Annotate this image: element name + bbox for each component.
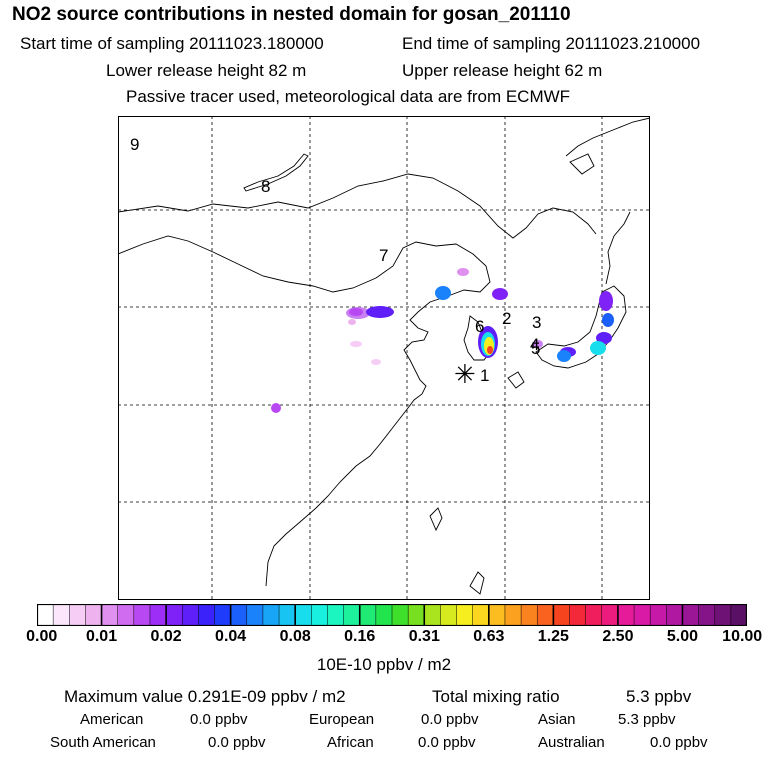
colorbar-swatch — [504, 604, 522, 626]
australian-label: Australian — [538, 734, 605, 751]
colorbar-swatch — [359, 604, 377, 626]
colorbar-swatch — [698, 604, 716, 626]
colorbar-swatch — [649, 604, 668, 626]
total-mixing-label: Total mixing ratio — [432, 687, 560, 706]
european-value: 0.0 ppbv — [421, 711, 479, 728]
colorbar-swatch — [424, 604, 442, 626]
colorbar-swatch — [181, 604, 200, 626]
colorbar-units: 10E-10 ppbv / m2 — [316, 655, 452, 674]
colorbar-swatch — [246, 604, 264, 626]
upper-release-label: Upper release height 62 m — [402, 61, 603, 80]
colorbar-swatch — [262, 604, 280, 626]
colorbar-swatch — [730, 604, 747, 626]
colorbar-swatch — [553, 604, 571, 626]
colorbar-swatch — [294, 604, 313, 626]
no2-plume-marks — [271, 268, 614, 413]
colorbar-swatch — [375, 604, 393, 626]
european-label: European — [309, 711, 375, 728]
australian-value: 0.0 ppbv — [650, 734, 708, 751]
colorbar-tick-label: 2.50 — [602, 628, 634, 645]
american-label: American — [80, 711, 144, 728]
colorbar-swatch — [165, 604, 183, 626]
colorbar-swatch — [391, 604, 409, 626]
max-value-label: Maximum value 0.291E-09 ppbv / m2 — [64, 687, 346, 706]
american-value: 0.0 ppbv — [190, 711, 248, 728]
colorbar-tick-label: 10.00 — [722, 628, 763, 645]
colorbar-swatch — [101, 604, 119, 626]
lower-release-label: Lower release height 82 m — [106, 61, 307, 80]
region-label: 7 — [379, 246, 388, 265]
colorbar-tick-label: 0.08 — [279, 628, 311, 645]
colorbar-swatch — [585, 604, 603, 626]
colorbar-swatch — [343, 604, 361, 626]
colorbar-swatch — [456, 604, 474, 626]
region-label: 8 — [261, 177, 270, 196]
colorbar-tick-label: 0.63 — [473, 628, 505, 645]
tracer-note: Passive tracer used, meteorological data… — [126, 87, 571, 106]
african-value: 0.0 ppbv — [418, 734, 476, 751]
colorbar-tick-label: 0.31 — [408, 628, 440, 645]
colorbar-tick-label: 0.01 — [85, 628, 118, 645]
total-mixing-value: 5.3 ppbv — [626, 687, 692, 706]
colorbar-tick-label: 1.25 — [537, 628, 569, 645]
colorbar-swatch — [520, 604, 538, 626]
colorbar-swatch — [682, 604, 700, 626]
asian-value: 5.3 ppbv — [618, 711, 676, 728]
colorbar-swatch — [536, 604, 555, 626]
colorbar-swatch — [633, 604, 651, 626]
colorbar-swatch — [69, 604, 87, 626]
region-labels: 9 8 7 6 2 3 4 5 1 ✳ — [130, 135, 541, 389]
colorbar-tick-label: 0.02 — [150, 628, 182, 645]
receptor-marker: ✳ — [454, 359, 476, 389]
colorbar-swatch — [278, 604, 296, 626]
colorbar-tick-label: 0.16 — [344, 628, 376, 645]
colorbar-swatch — [407, 604, 426, 626]
colorbar — [37, 604, 747, 626]
colorbar-swatch — [149, 604, 167, 626]
region-label: 3 — [532, 313, 541, 332]
colorbar-swatch — [488, 604, 506, 626]
colorbar-swatch — [617, 604, 635, 626]
colorbar-swatch — [601, 604, 619, 626]
region-label: 4 — [530, 335, 539, 354]
map-title: NO2 source contributions in nested domai… — [12, 4, 571, 25]
end-time-label: End time of sampling 20111023.210000 — [402, 34, 701, 53]
coastlines — [118, 117, 650, 595]
colorbar-swatch — [85, 604, 103, 626]
south-american-value: 0.0 ppbv — [208, 734, 266, 751]
colorbar-border — [37, 604, 747, 626]
colorbar-swatch — [440, 604, 458, 626]
colorbar-swatch — [569, 604, 587, 626]
region-label: 9 — [130, 135, 139, 154]
colorbar-swatch — [52, 604, 71, 626]
colorbar-tick-label: 5.00 — [666, 628, 699, 645]
colorbar-swatch — [117, 604, 135, 626]
start-time-label: Start time of sampling 20111023.180000 — [20, 34, 324, 53]
region-label: 5 — [531, 339, 540, 358]
colorbar-swatch — [198, 604, 216, 626]
colorbar-tick-label: 0.00 — [26, 628, 58, 645]
asian-label: Asian — [538, 711, 576, 728]
colorbar-swatch — [37, 604, 54, 626]
map-panel: 9 8 7 6 2 3 4 5 1 ✳ — [118, 116, 650, 600]
region-label: 1 — [480, 366, 489, 385]
colorbar-swatch — [214, 604, 232, 626]
region-label: 2 — [502, 309, 511, 328]
colorbar-swatch — [327, 604, 345, 626]
colorbar-swatch — [666, 604, 684, 626]
south-american-label: South American — [50, 734, 156, 751]
colorbar-swatch — [472, 604, 490, 626]
african-label: African — [327, 734, 374, 751]
colorbar-swatch — [714, 604, 732, 626]
region-label: 6 — [475, 317, 484, 336]
colorbar-swatch — [311, 604, 329, 626]
colorbar-tick-label: 0.04 — [215, 628, 247, 645]
colorbar-swatch — [133, 604, 151, 626]
colorbar-swatch — [230, 604, 248, 626]
